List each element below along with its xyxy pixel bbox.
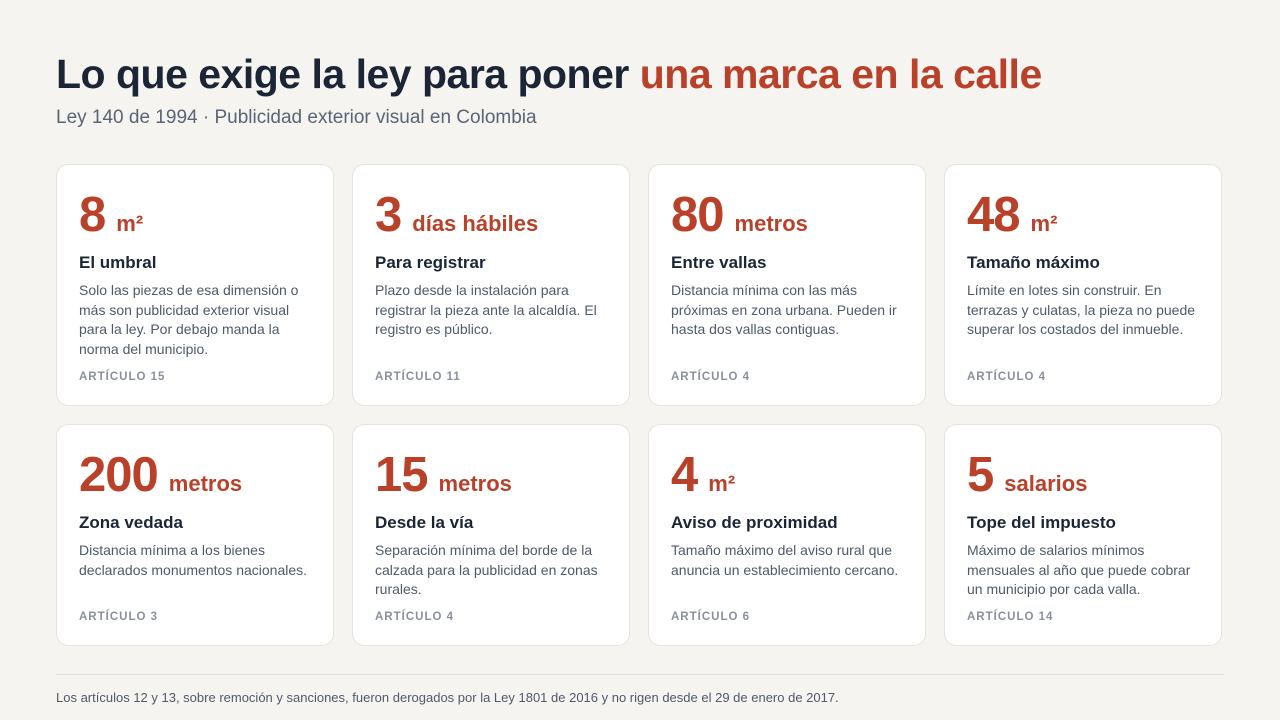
stat-value: 48 m² (967, 187, 1199, 243)
card-heading: Tope del impuesto (967, 513, 1116, 532)
stat-number: 3 (375, 188, 402, 242)
title-main: Lo que exige la ley para poner (56, 51, 640, 97)
stat-card: 80 metros Entre vallas Distancia mínima … (648, 164, 926, 406)
stat-unit: metros (734, 211, 808, 236)
stat-card: 4 m² Aviso de proximidad Tamaño máximo d… (648, 424, 926, 646)
stat-unit: m² (116, 211, 144, 236)
page-title: Lo que exige la ley para poner una marca… (56, 49, 1042, 99)
stat-number: 8 (79, 188, 106, 242)
article-reference: ARTÍCULO 4 (967, 371, 1046, 383)
card-heading: Desde la vía (375, 513, 474, 532)
article-reference: ARTÍCULO 6 (671, 611, 750, 623)
stat-number: 200 (79, 448, 159, 502)
stat-number: 80 (671, 188, 725, 242)
stat-card: 200 metros Zona vedada Distancia mínima … (56, 424, 334, 646)
stat-value: 3 días hábiles (375, 187, 607, 243)
stat-value: 200 metros (79, 447, 311, 503)
card-description: Límite en lotes sin construir. En terraz… (967, 282, 1196, 338)
stat-card: 8 m² El umbral Solo las piezas de esa di… (56, 164, 334, 406)
card-heading: Tamaño máximo (967, 253, 1100, 272)
stat-value: 8 m² (79, 187, 311, 243)
page: Lo que exige la ley para poner una marca… (56, 0, 1224, 720)
stat-unit: m² (708, 471, 736, 496)
article-reference: ARTÍCULO 14 (967, 611, 1054, 623)
stat-number: 15 (375, 448, 429, 502)
stat-card: 5 salarios Tope del impuesto Máximo de s… (944, 424, 1222, 646)
stat-number: 4 (671, 448, 698, 502)
article-reference: ARTÍCULO 11 (375, 371, 461, 383)
card-description: Distancia mínima con las más próximas en… (671, 282, 897, 338)
stat-card: 48 m² Tamaño máximo Límite en lotes sin … (944, 164, 1222, 406)
card-description: Máximo de salarios mínimos mensuales al … (967, 542, 1191, 598)
stat-unit: salarios (1004, 471, 1088, 496)
card-description: Distancia mínima a los bienes declarados… (79, 542, 308, 578)
card-description: Plazo desde la instalación para registra… (375, 282, 597, 338)
stat-unit: metros (438, 471, 512, 496)
stat-value: 4 m² (671, 447, 903, 503)
stat-value: 80 metros (671, 187, 903, 243)
card-description: Solo las piezas de esa dimensión o más s… (79, 282, 299, 357)
stat-value: 15 metros (375, 447, 607, 503)
stat-number: 5 (967, 448, 994, 502)
footnote: Los artículos 12 y 13, sobre remoción y … (56, 690, 839, 705)
page-subtitle: Ley 140 de 1994 · Publicidad exterior vi… (56, 107, 537, 128)
article-reference: ARTÍCULO 15 (79, 371, 166, 383)
stat-unit: días hábiles (412, 211, 539, 236)
stat-unit: m² (1030, 211, 1058, 236)
card-heading: Aviso de proximidad (671, 513, 838, 532)
card-heading: Zona vedada (79, 513, 183, 532)
title-accent: una marca en la calle (639, 51, 1043, 97)
card-description: Separación mínima del borde de la calzad… (375, 542, 598, 598)
footer-divider (56, 674, 1224, 675)
article-reference: ARTÍCULO 3 (79, 611, 158, 623)
stat-unit: metros (168, 471, 243, 496)
card-heading: El umbral (79, 253, 157, 272)
stat-number: 48 (967, 188, 1021, 242)
stat-card: 15 metros Desde la vía Separación mínima… (352, 424, 630, 646)
card-description: Tamaño máximo del aviso rural que anunci… (671, 542, 899, 578)
stats-grid: 8 m² El umbral Solo las piezas de esa di… (56, 164, 1224, 646)
stat-card: 3 días hábiles Para registrar Plazo desd… (352, 164, 630, 406)
card-heading: Para registrar (375, 253, 486, 272)
stat-value: 5 salarios (967, 447, 1199, 503)
article-reference: ARTÍCULO 4 (671, 371, 750, 383)
card-heading: Entre vallas (671, 253, 767, 272)
article-reference: ARTÍCULO 4 (375, 611, 454, 623)
